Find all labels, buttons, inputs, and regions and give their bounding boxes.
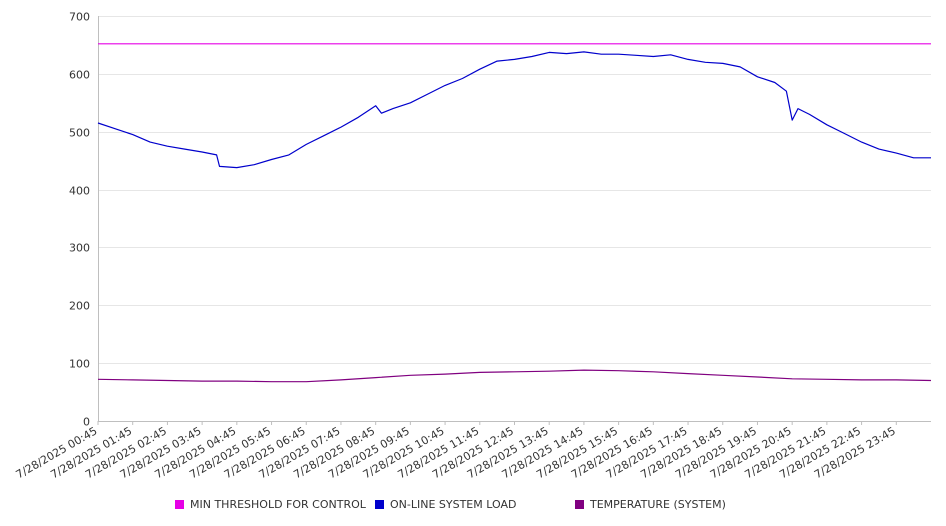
y-tick-label: 600 — [69, 69, 90, 82]
y-axis-ticks: 0 100 200 300 400 500 600 700 — [69, 11, 90, 429]
legend-swatch-threshold — [175, 500, 184, 509]
legend-label-system-load: ON-LINE SYSTEM LOAD — [390, 498, 517, 511]
legend: MIN THRESHOLD FOR CONTROL ON-LINE SYSTEM… — [0, 498, 946, 514]
series-line-temperature — [97, 369, 932, 383]
y-tick-label: 300 — [69, 242, 90, 255]
y-tick-label: 200 — [69, 300, 90, 313]
y-tick-label: 100 — [69, 358, 90, 371]
legend-label-temperature: TEMPERATURE (SYSTEM) — [590, 498, 726, 511]
x-axis-ticks: 7/28/2025 00:457/28/2025 01:457/28/2025 … — [14, 421, 898, 481]
legend-item-temperature[interactable]: TEMPERATURE (SYSTEM) — [575, 498, 726, 511]
grid-lines — [98, 16, 931, 364]
legend-item-threshold[interactable]: MIN THRESHOLD FOR CONTROL — [175, 498, 366, 511]
y-tick-label: 400 — [69, 185, 90, 198]
series-line-system-load — [97, 51, 931, 169]
y-tick-label: 700 — [69, 11, 90, 24]
y-tick-label: 500 — [69, 127, 90, 140]
legend-swatch-temperature — [575, 500, 584, 509]
y-tick-label: 0 — [83, 416, 90, 429]
axes — [98, 16, 931, 422]
series-lines — [97, 43, 932, 383]
legend-label-threshold: MIN THRESHOLD FOR CONTROL — [190, 498, 366, 511]
legend-swatch-system-load — [375, 500, 384, 509]
legend-item-system-load[interactable]: ON-LINE SYSTEM LOAD — [375, 498, 516, 511]
